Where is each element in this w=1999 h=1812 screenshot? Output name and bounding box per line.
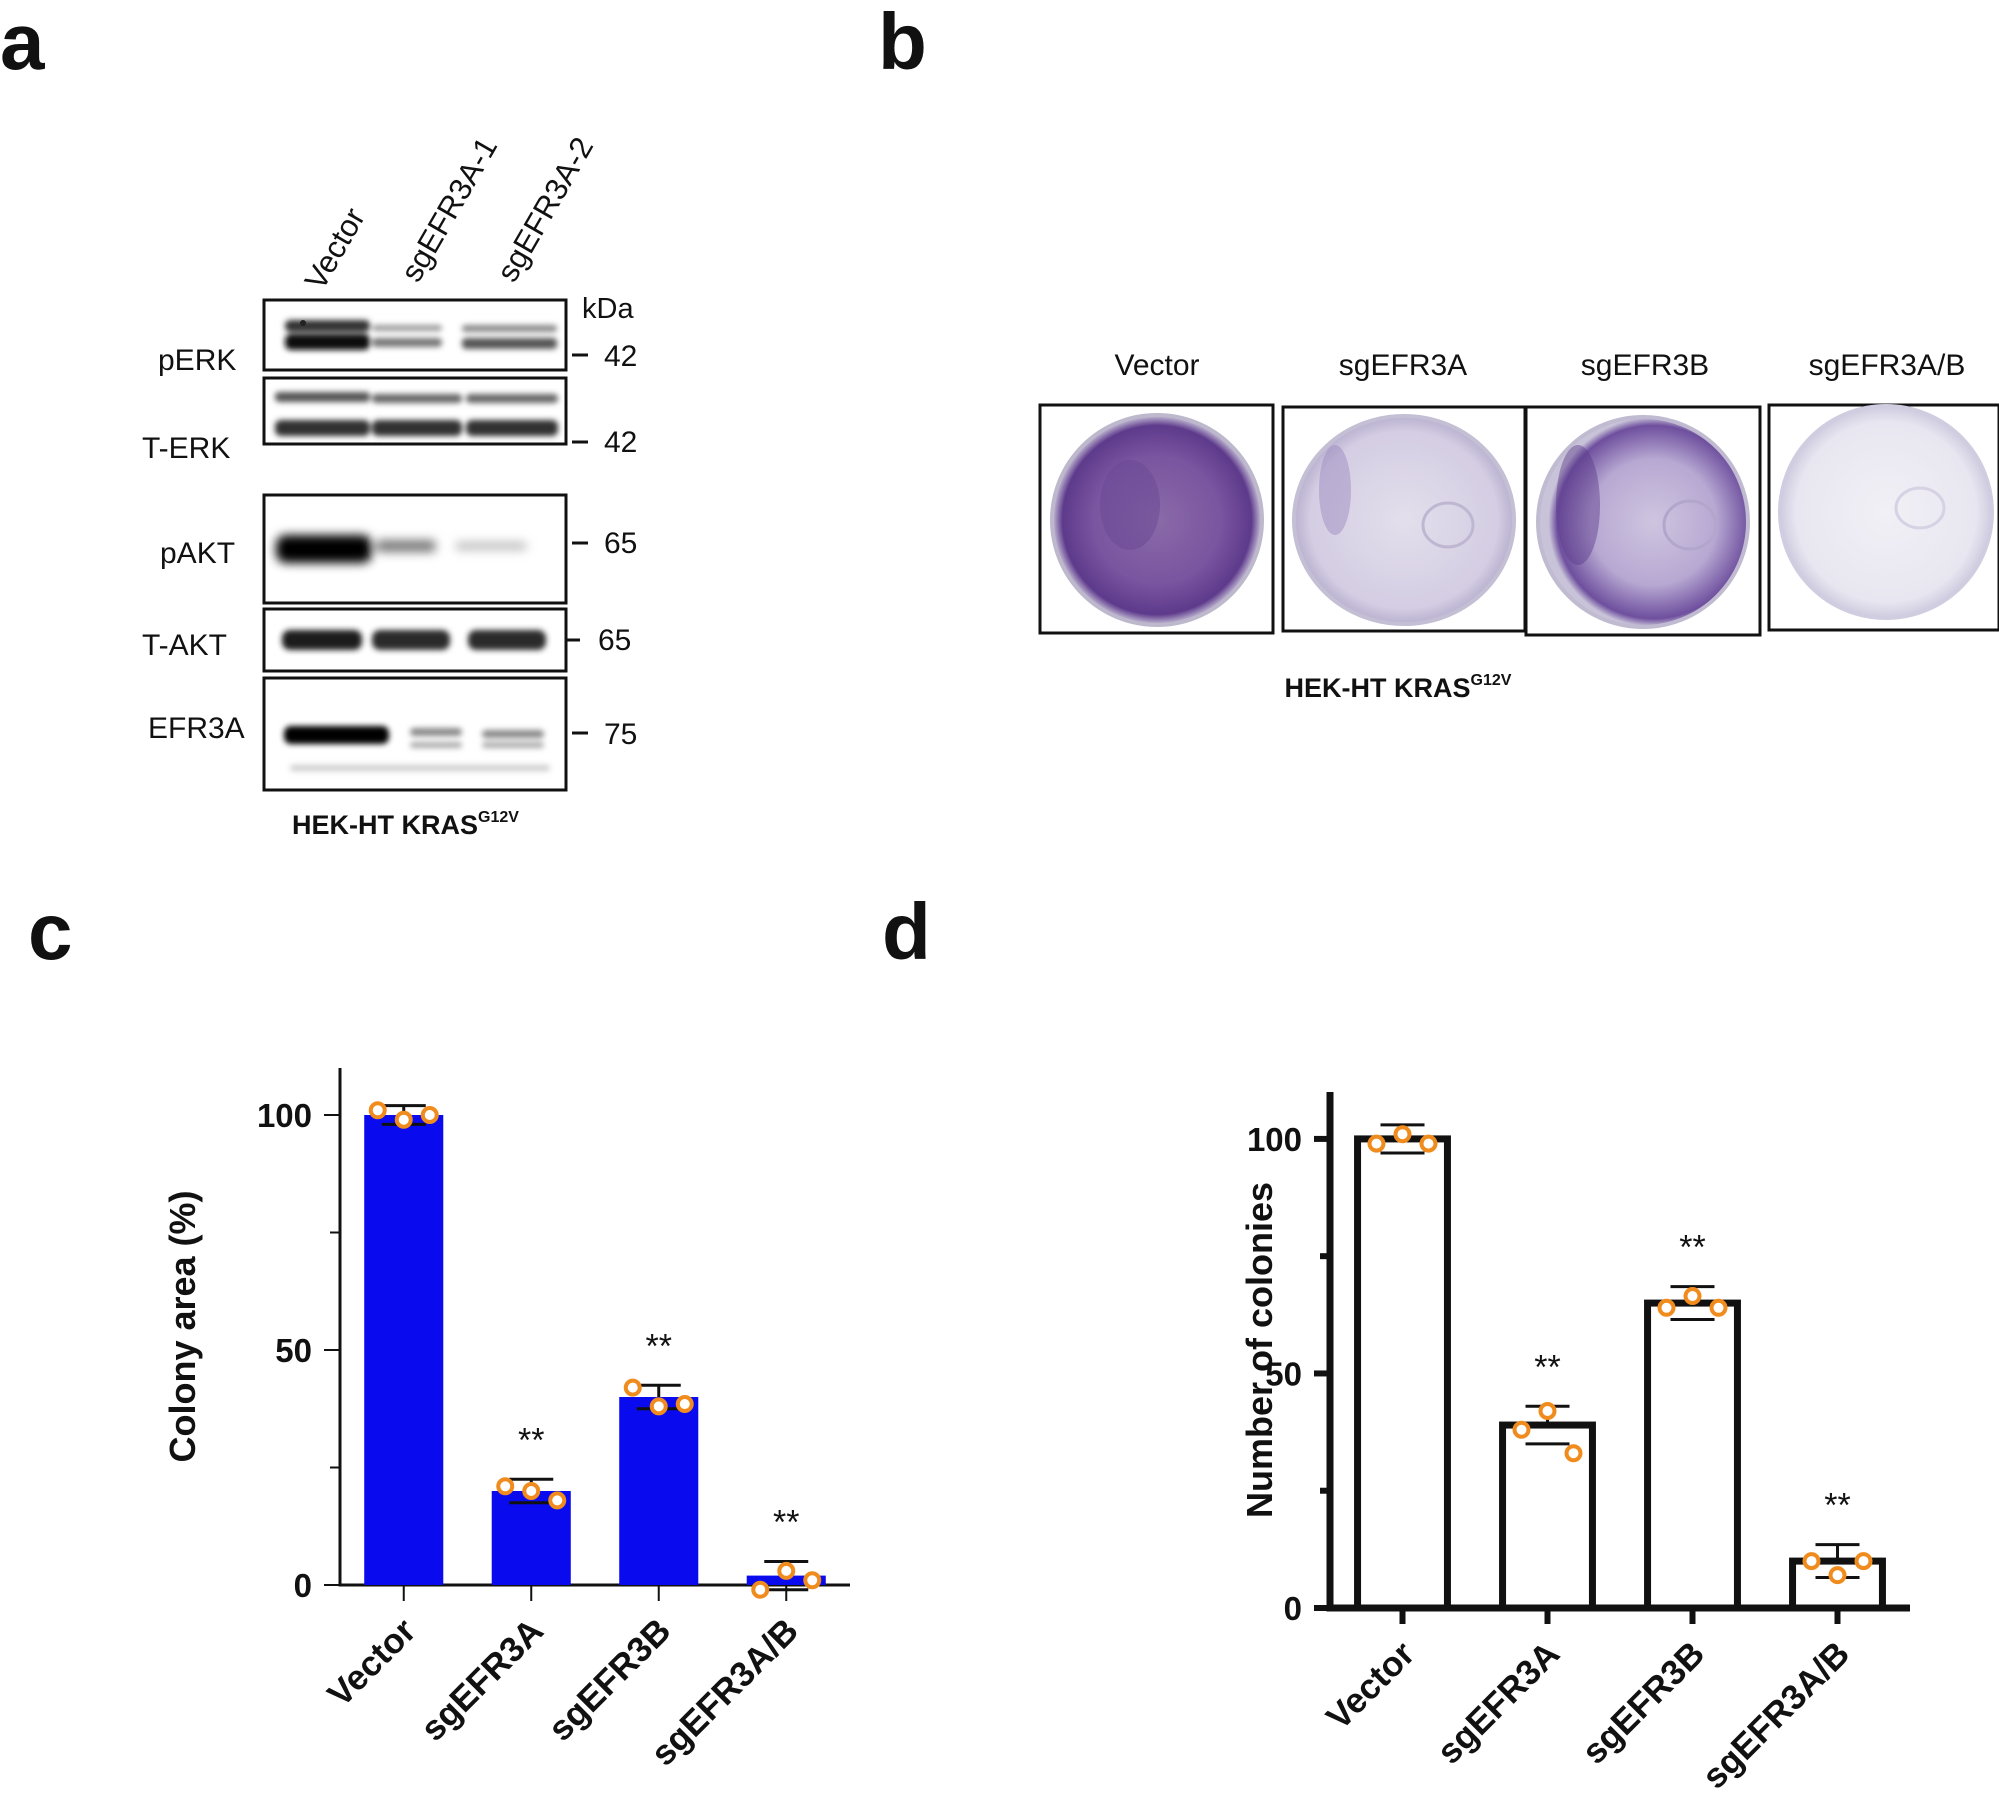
- data-point: [522, 1482, 541, 1500]
- data-point: [1683, 1287, 1702, 1306]
- western-blot-figure: Vector sgEFR3A-1 sgEFR3A-2 kDa pERK 42 T…: [142, 131, 637, 840]
- data-point: [496, 1477, 515, 1496]
- dish-sgefr3a: [1281, 405, 1527, 633]
- lane-label-sgefr3a-1: sgEFR3A-1: [394, 131, 504, 287]
- data-point: [675, 1395, 694, 1414]
- kda-value-efr3a: 75: [604, 718, 637, 751]
- blot-takt: [262, 607, 568, 673]
- dish-label-sgefr3ab: sgEFR3A/B: [1809, 349, 1966, 382]
- data-point: [1564, 1444, 1583, 1463]
- blot-label-efr3a: EFR3A: [148, 712, 245, 745]
- dish-label-sgefr3b: sgEFR3B: [1581, 349, 1709, 382]
- data-point: [751, 1580, 770, 1599]
- kda-value-perk: 42: [604, 340, 637, 373]
- y-tick-label: 100: [257, 1097, 312, 1134]
- bar: [1499, 1421, 1596, 1612]
- y-tick-label: 100: [1247, 1121, 1302, 1158]
- x-tick-label: sgEFR3A/B: [1695, 1634, 1857, 1796]
- bar: [746, 1575, 826, 1585]
- bar: [364, 1115, 444, 1585]
- significance-marker: **: [1824, 1487, 1850, 1525]
- dish-sgefr3ab: [1767, 403, 1999, 632]
- bar: [1354, 1135, 1451, 1612]
- blot-label-pakt: pAKT: [160, 537, 235, 570]
- kda-value-terk: 42: [604, 426, 637, 459]
- kda-value-takt: 65: [598, 624, 631, 657]
- data-point: [1828, 1566, 1847, 1585]
- data-point: [803, 1571, 822, 1590]
- significance-marker: **: [1679, 1229, 1705, 1267]
- data-point: [623, 1378, 642, 1397]
- blot-label-takt: T-AKT: [142, 629, 227, 662]
- bar: [619, 1397, 699, 1585]
- blot-efr3a: [262, 676, 568, 792]
- y-tick-label: 50: [1265, 1355, 1302, 1392]
- dish-sgefr3b: [1524, 405, 1762, 637]
- data-point: [777, 1561, 796, 1580]
- colony-dish-figure: Vector sgEFR3A sgEFR3B sgEFR3A/B HEK-HT …: [1038, 349, 1999, 703]
- bar: [1644, 1299, 1741, 1612]
- blot-label-terk: T-ERK: [142, 432, 230, 465]
- lane-label-vector: Vector: [298, 202, 372, 296]
- kda-value-pakt: 65: [604, 527, 637, 560]
- x-tick-label: sgEFR3B: [1575, 1634, 1713, 1772]
- y-axis-title: Number of colonies: [1239, 1182, 1280, 1518]
- colony-count-chart: 0 50 100 Number of colonies Vector ** sgEFR3A *…: [1239, 1092, 1910, 1796]
- blot-terk: [262, 376, 568, 446]
- kda-label: kDa: [582, 293, 634, 325]
- y-axis-title: Colony area (%): [162, 1190, 203, 1462]
- blot-perk: [262, 298, 568, 372]
- dish-label-sgefr3a: sgEFR3A: [1339, 349, 1467, 382]
- data-point: [548, 1491, 567, 1510]
- panel-label-d: d: [882, 887, 931, 976]
- data-point: [1512, 1420, 1531, 1439]
- x-tick-label: sgEFR3B: [541, 1611, 679, 1749]
- significance-marker: **: [773, 1504, 799, 1542]
- y-tick-label: 0: [1284, 1590, 1302, 1627]
- y-tick-label: 0: [294, 1567, 312, 1604]
- panel-label-b: b: [878, 0, 927, 86]
- x-tick-label: sgEFR3A: [1430, 1634, 1568, 1772]
- dish-vector: [1038, 403, 1275, 635]
- data-point: [1802, 1552, 1821, 1571]
- blot-label-perk: pERK: [158, 344, 236, 377]
- colony-area-chart: 0 50 100 Colony area (%) Vector ** sgEFR3A ** sg…: [162, 1068, 850, 1773]
- x-tick-label: Vector: [1319, 1634, 1423, 1738]
- blot-pakt: [262, 493, 568, 605]
- data-point: [1538, 1401, 1557, 1420]
- dish-label-vector: Vector: [1114, 349, 1199, 382]
- data-point: [1367, 1134, 1386, 1153]
- significance-marker: **: [1534, 1348, 1560, 1386]
- data-point: [1709, 1298, 1728, 1317]
- cell-line-caption-a: HEK-HT KRASG12V: [292, 809, 519, 840]
- data-point: [368, 1101, 387, 1120]
- panel-label-c: c: [28, 887, 73, 976]
- significance-marker: **: [646, 1327, 672, 1365]
- data-point: [1419, 1134, 1438, 1153]
- y-tick-label: 50: [275, 1332, 312, 1369]
- x-tick-label: Vector: [320, 1611, 424, 1715]
- lane-label-sgefr3a-2: sgEFR3A-2: [490, 131, 600, 287]
- cell-line-caption-b: HEK-HT KRASG12V: [1285, 672, 1512, 703]
- data-point: [394, 1110, 413, 1129]
- data-point: [649, 1397, 668, 1416]
- significance-marker: **: [518, 1421, 544, 1459]
- x-tick-label: sgEFR3A: [413, 1611, 551, 1749]
- data-point: [1657, 1298, 1676, 1317]
- panel-label-a: a: [0, 0, 45, 86]
- data-point: [1854, 1552, 1873, 1571]
- data-point: [1393, 1125, 1412, 1144]
- data-point: [420, 1106, 439, 1124]
